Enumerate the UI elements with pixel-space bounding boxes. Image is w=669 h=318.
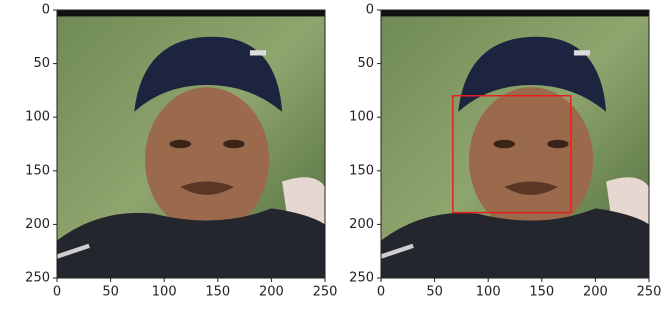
- photo: [381, 10, 649, 278]
- x-tick-label: 200: [583, 285, 608, 300]
- y-tick-label: 250: [349, 271, 374, 286]
- image-panel: [57, 10, 325, 278]
- y-tick-label: 150: [25, 163, 50, 178]
- image-panel: [381, 10, 649, 278]
- x-tick-label: 100: [476, 285, 501, 300]
- x-tick-label: 250: [637, 285, 662, 300]
- y-tick-label: 100: [25, 110, 50, 125]
- x-tick-label: 250: [313, 285, 338, 300]
- x-tick-label: 50: [102, 285, 119, 300]
- figure: 0501001502002500501001502002500501001502…: [0, 0, 669, 318]
- y-tick-label: 200: [349, 217, 374, 232]
- x-tick-label: 0: [53, 285, 61, 300]
- y-tick-label: 50: [33, 56, 50, 71]
- x-tick-label: 150: [205, 285, 230, 300]
- y-tick-label: 50: [357, 56, 374, 71]
- x-tick-label: 200: [259, 285, 284, 300]
- y-tick-label: 200: [25, 217, 50, 232]
- x-tick-label: 0: [377, 285, 385, 300]
- y-tick-label: 250: [25, 271, 50, 286]
- y-tick-label: 100: [349, 110, 374, 125]
- x-tick-label: 50: [426, 285, 443, 300]
- photo: [57, 10, 325, 278]
- x-tick-label: 150: [529, 285, 554, 300]
- y-tick-label: 0: [366, 3, 374, 18]
- y-tick-label: 0: [42, 3, 50, 18]
- x-tick-label: 100: [152, 285, 177, 300]
- y-tick-label: 150: [349, 163, 374, 178]
